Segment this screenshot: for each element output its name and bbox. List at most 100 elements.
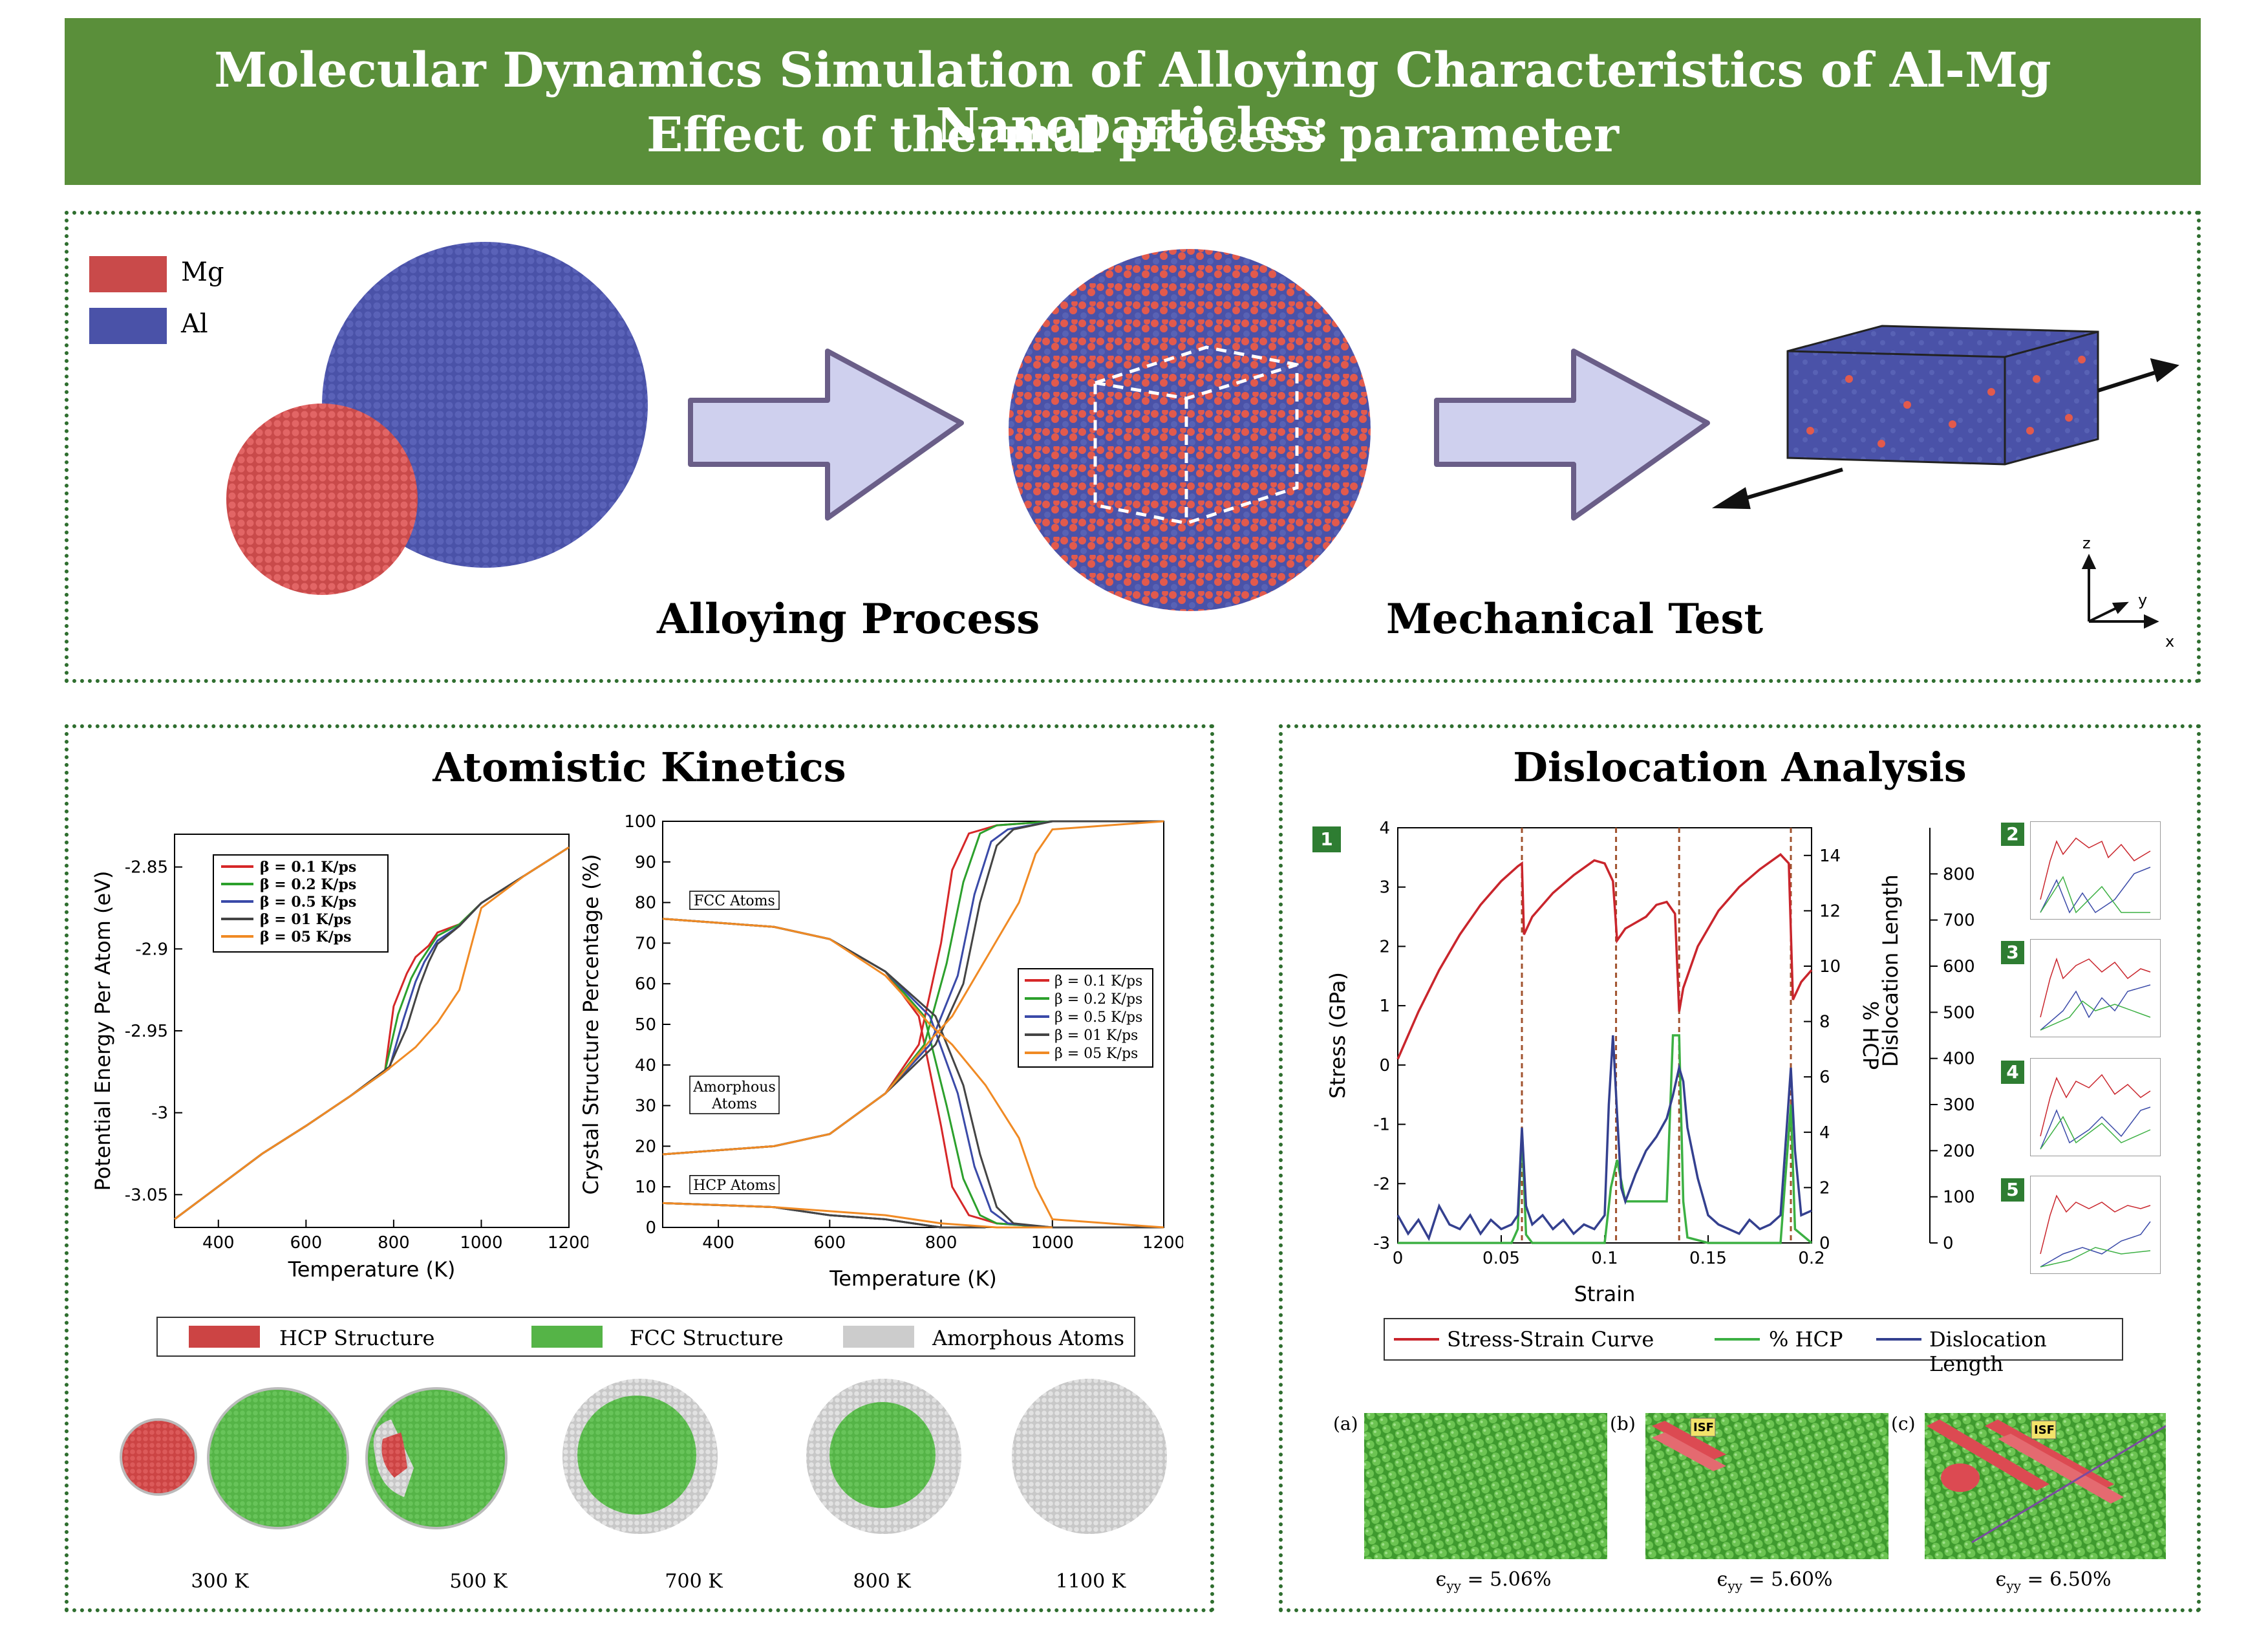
pe-xtick-label-3: 1000 xyxy=(460,1233,502,1253)
hcp-legend-line xyxy=(1715,1338,1760,1341)
fcc-legend-label: FCC Structure xyxy=(630,1326,784,1350)
cs-series-4-curve-1 xyxy=(662,820,1164,1156)
al-legend-swatch xyxy=(89,308,167,344)
cs-legend-label-2: β = 0.5 K/ps xyxy=(1054,1009,1142,1026)
ss-y3tick-label-6: 600 xyxy=(1943,957,1975,977)
config-a xyxy=(1364,1413,1607,1559)
eps-subscript-a: yy xyxy=(1446,1578,1461,1593)
ss-ytick-label-0: -3 xyxy=(1373,1234,1390,1253)
strain-value-a: = 5.06% xyxy=(1467,1568,1552,1591)
ss-y3tick-label-8: 800 xyxy=(1943,865,1975,884)
pe-legend-label-2: β = 0.5 K/ps xyxy=(260,894,356,911)
ss-y2tick-label-0: 0 xyxy=(1819,1234,1830,1253)
title-banner: Molecular Dynamics Simulation of Alloyin… xyxy=(65,18,2201,185)
stress-strain-chart: 0 0.05 0.1 0.15 0.2-3-2-10123402468101214010… xyxy=(1325,819,1975,1306)
snapshot-300k xyxy=(120,1387,349,1529)
snapshot-label-1100k: 1100 K xyxy=(1055,1570,1126,1593)
dislocation-legend: Stress-Strain Curve % HCP Dislocation Le… xyxy=(1384,1318,2123,1376)
config-b xyxy=(1645,1413,1888,1559)
ss-ytick-label-1: -2 xyxy=(1373,1174,1390,1194)
amorphous-swatch xyxy=(843,1326,914,1348)
cs-annotation-2: HCP Atoms xyxy=(689,1175,780,1194)
cs-annotation-text-1-b: Atoms xyxy=(711,1096,757,1112)
panel-label-c: (c) xyxy=(1891,1413,1916,1434)
dislocation-legend-label: Dislocation Length xyxy=(1929,1327,2047,1376)
cs-annotation-box-1 xyxy=(689,1075,780,1114)
pe-ytick-label-3: -2.9 xyxy=(135,940,168,959)
axis-z-label: z xyxy=(2082,534,2091,552)
kinetics-title: Atomistic Kinetics xyxy=(433,744,846,791)
axis-y-label: y xyxy=(2138,591,2148,609)
mg-nanoparticle xyxy=(226,404,418,595)
cs-ytick-label-7: 70 xyxy=(635,934,656,953)
eps-subscript-b: yy xyxy=(1728,1578,1742,1593)
pe-ylabel: Potential Energy Per Atom (eV) xyxy=(91,870,115,1191)
figure-badge-3: 3 xyxy=(2001,941,2024,964)
alloyed-nanoparticle xyxy=(1009,249,1371,611)
pe-ytick-label-1: -3 xyxy=(151,1104,168,1123)
ss-xtick-label-4: 0.2 xyxy=(1798,1249,1824,1268)
pe-xtick-label-1: 600 xyxy=(290,1233,323,1253)
title-line-2: Effect of thermal process parameter xyxy=(647,107,1619,163)
mg-legend-swatch xyxy=(89,256,167,292)
ss-y3label: Dislocation Length xyxy=(1878,874,1903,1067)
ss-ytick-label-6: 3 xyxy=(1379,878,1390,898)
ss-y2tick-label-5: 10 xyxy=(1819,957,1841,977)
snapshot-label-300k: 300 K xyxy=(191,1570,249,1593)
cs-ytick-label-10: 100 xyxy=(624,812,656,832)
atomic-configurations xyxy=(1364,1413,2166,1559)
ss-y3tick-label-1: 100 xyxy=(1943,1188,1975,1207)
tensile-specimen xyxy=(1786,325,2099,466)
ss-y2tick-label-6: 12 xyxy=(1819,901,1841,921)
kinetics-panel xyxy=(65,724,1214,1612)
extraction-box xyxy=(1093,345,1299,525)
ss-y2tick-label-4: 8 xyxy=(1819,1013,1830,1032)
thumbnail-chart-4 xyxy=(2030,1058,2161,1156)
pe-legend-label-0: β = 0.1 K/ps xyxy=(260,859,356,876)
cs-ytick-label-1: 10 xyxy=(635,1178,656,1197)
ss-y2label: % HCP xyxy=(1858,1001,1883,1070)
cs-annotation-box-0 xyxy=(689,890,780,910)
axis-x-label: x xyxy=(2165,632,2175,651)
figure-badge-1: 1 xyxy=(1312,826,1341,852)
dislocation-legend-line xyxy=(1876,1338,1921,1341)
fcc-swatch xyxy=(531,1326,603,1348)
eps-symbol-a: ϵ xyxy=(1435,1568,1447,1591)
ss-y3tick-label-7: 700 xyxy=(1943,911,1975,931)
process-arrow-2 xyxy=(1434,349,1710,521)
ss-y2tick-label-2: 4 xyxy=(1819,1123,1830,1143)
panel-label-a: (a) xyxy=(1333,1413,1358,1434)
dislocation-title: Dislocation Analysis xyxy=(1513,744,1967,791)
snapshot-800k xyxy=(806,1379,961,1534)
strain-value-b: = 5.60% xyxy=(1748,1568,1833,1591)
pe-series-line-4 xyxy=(174,847,570,1220)
mechanical-test-label: Mechanical Test xyxy=(1386,595,1763,643)
alloying-panel xyxy=(65,211,2201,683)
ss-y3tick-label-2: 200 xyxy=(1943,1141,1975,1161)
thumbnail-chart-5 xyxy=(2030,1176,2161,1274)
pe-legend: β = 0.1 K/psβ = 0.2 K/psβ = 0.5 K/psβ = … xyxy=(213,854,389,953)
tensile-arrows xyxy=(1711,358,2179,510)
pe-xlabel: Temperature (K) xyxy=(288,1257,456,1282)
pe-xtick-label-0: 400 xyxy=(202,1233,235,1253)
cs-legend: β = 0.1 K/ps β = 0.2 K/psβ = 0.5 K/ps β = … xyxy=(1018,968,1153,1068)
pe-ytick-label-2: -2.95 xyxy=(125,1022,168,1041)
process-arrow-1 xyxy=(688,349,964,521)
strain-caption-c: ϵyy = 6.50% xyxy=(1969,1568,2137,1593)
pe-legend-label-1: β = 0.2 K/ps xyxy=(260,876,356,893)
pe-xtick-label-2: 800 xyxy=(378,1233,410,1253)
pe-legend-label-3: β = 01 K/ps xyxy=(260,911,352,928)
hcp-percent-legend-label: % HCP xyxy=(1769,1327,1843,1352)
temperature-snapshots xyxy=(120,1379,1167,1534)
ss-ytick-label-3: 0 xyxy=(1379,1056,1390,1075)
ss-y3tick-label-5: 500 xyxy=(1943,1003,1975,1022)
cs-annotation-text-0: FCC Atoms xyxy=(694,893,775,909)
pe-ytick-label-4: -2.85 xyxy=(125,858,168,878)
snapshot-label-500k: 500 K xyxy=(449,1570,508,1593)
cs-ytick-label-2: 20 xyxy=(635,1137,656,1156)
ss-y3tick-label-3: 300 xyxy=(1943,1095,1975,1115)
potential-energy-chart: 400 600 800 1000 1200 -3.05 -3 -2.95 -2.9 -2.85 β … xyxy=(91,834,588,1282)
snapshot-label-700k: 700 K xyxy=(665,1570,723,1593)
ss-y3tick-label-4: 400 xyxy=(1943,1050,1975,1069)
